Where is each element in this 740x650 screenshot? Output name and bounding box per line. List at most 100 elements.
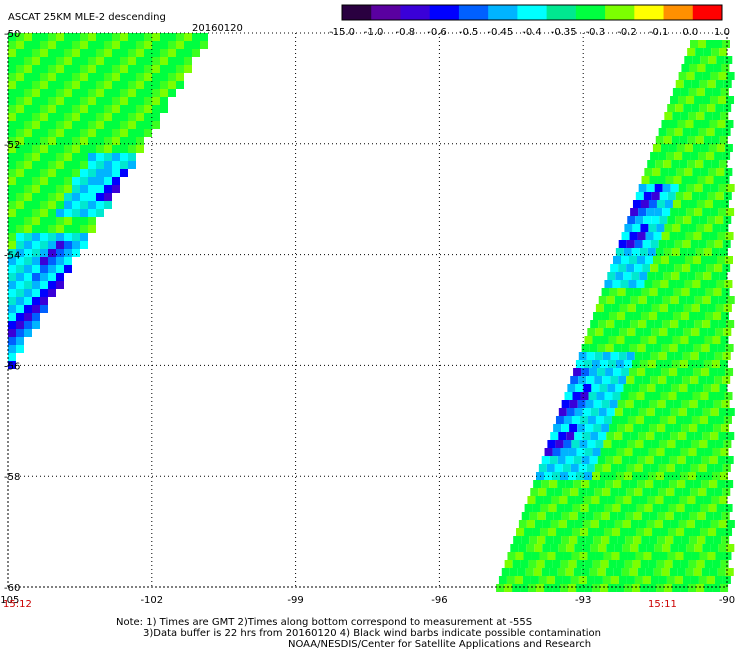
data-cell <box>200 33 208 41</box>
data-cell <box>721 64 730 72</box>
data-cell <box>657 424 666 432</box>
y-tick-label: -56 <box>4 361 20 372</box>
data-cell <box>120 41 128 49</box>
data-cell <box>40 161 48 169</box>
data-cell <box>694 296 703 304</box>
data-cell <box>701 480 710 488</box>
data-cell <box>678 520 687 528</box>
data-cell <box>726 296 735 304</box>
data-cell <box>712 560 721 568</box>
data-cell <box>560 560 569 568</box>
data-cell <box>715 552 724 560</box>
data-cell <box>569 400 578 408</box>
data-cell <box>16 313 24 321</box>
data-cell <box>168 41 176 49</box>
data-cell <box>537 536 546 544</box>
data-cell <box>663 248 672 256</box>
data-cell <box>8 289 16 297</box>
data-cell <box>648 200 657 208</box>
data-cell <box>579 416 588 424</box>
data-cell <box>715 328 724 336</box>
data-cell <box>704 88 713 96</box>
data-cell <box>8 249 16 257</box>
data-cell <box>547 440 556 448</box>
data-cell <box>678 408 687 416</box>
data-cell <box>666 152 675 160</box>
data-cell <box>689 64 698 72</box>
data-cell <box>674 352 683 360</box>
data-cell <box>136 65 144 73</box>
data-cell <box>659 304 668 312</box>
data-cell <box>160 81 168 89</box>
data-cell <box>666 240 675 248</box>
data-cell <box>650 264 659 272</box>
data-cell <box>8 57 16 65</box>
data-cell <box>643 416 652 424</box>
data-cell <box>686 72 695 80</box>
data-cell <box>721 512 730 520</box>
data-cell <box>567 496 576 504</box>
data-cell <box>682 240 691 248</box>
data-cell <box>639 384 648 392</box>
data-cell <box>675 440 684 448</box>
data-cell <box>587 440 596 448</box>
data-cell <box>670 296 679 304</box>
data-cell <box>701 232 710 240</box>
data-cell <box>641 400 650 408</box>
data-cell <box>694 432 703 440</box>
data-cell <box>80 57 88 65</box>
data-cell <box>570 488 579 496</box>
data-cell <box>136 97 144 105</box>
data-cell <box>8 305 16 313</box>
data-cell <box>711 272 720 280</box>
data-cell <box>723 328 732 336</box>
data-cell <box>695 48 704 56</box>
data-cell <box>551 496 560 504</box>
data-cell <box>697 512 706 520</box>
colorbar-swatch <box>663 5 694 20</box>
data-cell <box>64 89 72 97</box>
data-cell <box>32 81 40 89</box>
data-cell <box>24 305 32 313</box>
data-cell <box>593 312 602 320</box>
data-cell <box>629 344 638 352</box>
data-cell <box>566 432 575 440</box>
data-cell <box>48 265 56 273</box>
data-cell <box>712 88 721 96</box>
data-cell <box>677 568 686 576</box>
data-cell <box>24 177 32 185</box>
data-cell <box>515 552 524 560</box>
data-cell <box>614 544 623 552</box>
data-cell <box>32 41 40 49</box>
data-cell <box>184 33 192 41</box>
data-cell <box>718 72 727 80</box>
data-cell <box>696 584 705 592</box>
data-cell <box>650 352 659 360</box>
data-cell <box>16 249 24 257</box>
data-cell <box>656 200 665 208</box>
data-cell <box>578 376 587 384</box>
data-cell <box>690 464 699 472</box>
data-cell <box>714 464 723 472</box>
data-cell <box>668 528 677 536</box>
data-cell <box>707 104 716 112</box>
data-cell <box>657 312 666 320</box>
data-cell <box>619 552 628 560</box>
data-cell <box>703 136 712 144</box>
data-cell <box>679 472 688 480</box>
data-cell <box>632 448 641 456</box>
data-cell <box>128 137 136 145</box>
data-cell <box>176 41 184 49</box>
data-cell <box>160 33 168 41</box>
data-cell <box>675 552 684 560</box>
data-cell <box>552 584 561 592</box>
data-cell <box>598 408 607 416</box>
data-cell <box>714 376 723 384</box>
data-cell <box>64 129 72 137</box>
data-cell <box>604 280 613 288</box>
data-cell <box>585 512 594 520</box>
data-cell <box>632 560 641 568</box>
data-cell <box>176 57 184 65</box>
data-cell <box>548 504 557 512</box>
data-cell <box>56 33 64 41</box>
